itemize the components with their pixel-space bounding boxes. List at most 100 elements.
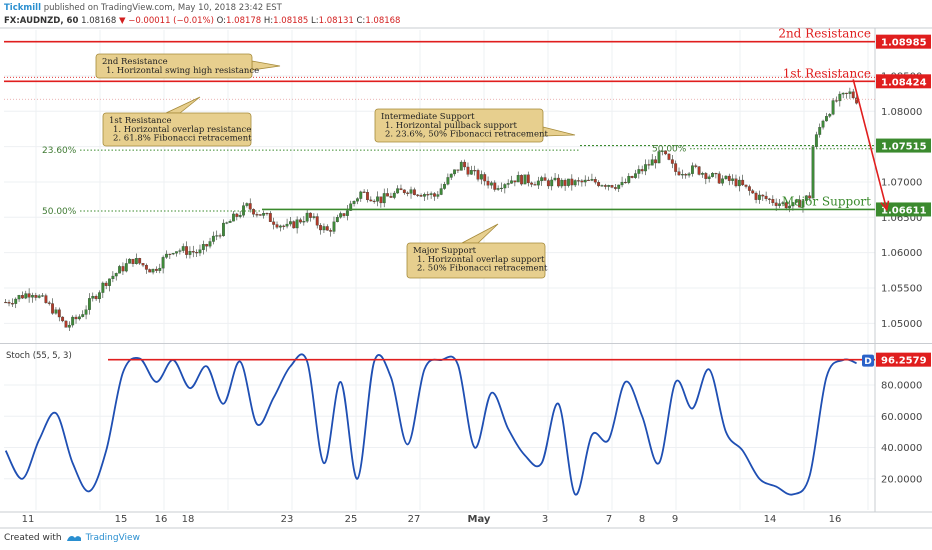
candle xyxy=(557,174,560,188)
candle xyxy=(590,173,594,182)
candle xyxy=(379,196,383,208)
candle-body xyxy=(603,185,607,187)
candle-body xyxy=(302,221,306,223)
candle xyxy=(128,258,132,264)
candle-body xyxy=(332,221,336,232)
candle xyxy=(94,294,98,301)
candle-body xyxy=(851,91,855,99)
candle xyxy=(831,98,835,116)
candle xyxy=(727,173,731,186)
candle xyxy=(232,211,235,222)
candle-body xyxy=(607,185,611,187)
candle xyxy=(57,307,61,322)
candle-body xyxy=(81,314,85,317)
price-tag-label: 1.07515 xyxy=(881,142,927,153)
candle-body xyxy=(680,174,684,176)
price-tick-label: 1.06000 xyxy=(881,248,922,259)
candle xyxy=(781,201,785,207)
callout-title: Major Support xyxy=(413,246,477,256)
candle-body xyxy=(814,134,818,147)
candle xyxy=(171,252,175,256)
candle-body xyxy=(305,212,309,222)
candle-body xyxy=(727,175,731,181)
candle-body xyxy=(821,120,825,128)
candle-body xyxy=(583,179,587,183)
candle-body xyxy=(242,205,245,216)
candle-body xyxy=(620,181,624,186)
candle-body xyxy=(744,184,748,187)
candle-body xyxy=(436,194,440,197)
candle-body xyxy=(396,188,400,194)
candle xyxy=(356,197,359,205)
candle xyxy=(228,219,232,223)
candle-body xyxy=(191,251,195,253)
candle xyxy=(305,209,309,223)
candle xyxy=(262,210,266,219)
candle-body xyxy=(483,174,487,182)
tradingview-logo-icon xyxy=(66,536,81,541)
candle-body xyxy=(7,302,11,304)
candle xyxy=(771,195,775,206)
candle-body xyxy=(697,166,701,175)
candle-body xyxy=(386,193,389,197)
candle xyxy=(607,184,611,191)
candle xyxy=(670,154,674,169)
candle-body xyxy=(463,161,467,168)
candle-body xyxy=(664,150,668,155)
publisher-name[interactable]: Tickmill xyxy=(4,3,42,13)
candle-body xyxy=(630,175,634,178)
candle-body xyxy=(674,163,678,172)
candle xyxy=(550,176,554,191)
candle-body xyxy=(222,222,225,237)
candle xyxy=(835,96,838,103)
candle xyxy=(7,299,11,307)
stoch-badge: D xyxy=(862,354,874,367)
candle-body xyxy=(54,309,58,314)
candle xyxy=(64,320,68,328)
candle-body xyxy=(255,214,259,216)
candle xyxy=(543,173,547,181)
candle-body xyxy=(677,171,681,176)
candle xyxy=(429,191,433,199)
candle-body xyxy=(513,180,517,183)
candle-body xyxy=(647,164,651,166)
candle-body xyxy=(34,295,38,298)
candle-body xyxy=(731,178,735,181)
candle xyxy=(506,179,510,189)
candle-body xyxy=(469,170,473,175)
candle xyxy=(71,315,75,328)
time-tick-label: 18 xyxy=(182,514,195,525)
candle xyxy=(580,179,584,187)
candle-body xyxy=(362,191,366,193)
candle-body xyxy=(171,253,175,255)
callout-box xyxy=(102,112,252,147)
candle xyxy=(372,199,376,204)
candle-body xyxy=(687,173,691,176)
candles xyxy=(4,87,858,332)
candle xyxy=(828,113,832,118)
candle xyxy=(694,163,698,169)
candle xyxy=(530,181,534,188)
candle xyxy=(624,178,627,184)
candle-body xyxy=(188,251,192,255)
time-tick-label: 3 xyxy=(542,514,548,525)
candle-body xyxy=(175,251,178,254)
stoch-tick-label: 60.0000 xyxy=(881,412,922,423)
candle-body xyxy=(289,221,292,225)
candle xyxy=(165,250,168,259)
candle-body xyxy=(714,173,718,175)
candle xyxy=(325,224,329,231)
candle-body xyxy=(419,195,423,197)
badge-bg xyxy=(862,354,874,367)
candle xyxy=(476,168,480,182)
candle-body xyxy=(573,180,577,186)
candle xyxy=(754,191,758,204)
candle xyxy=(634,169,637,179)
tradingview-label[interactable]: TradingView xyxy=(85,532,140,543)
candle-body xyxy=(88,298,91,310)
candle-body xyxy=(225,222,229,224)
candle-body xyxy=(794,199,798,203)
candle xyxy=(292,220,296,229)
candle xyxy=(811,145,815,199)
